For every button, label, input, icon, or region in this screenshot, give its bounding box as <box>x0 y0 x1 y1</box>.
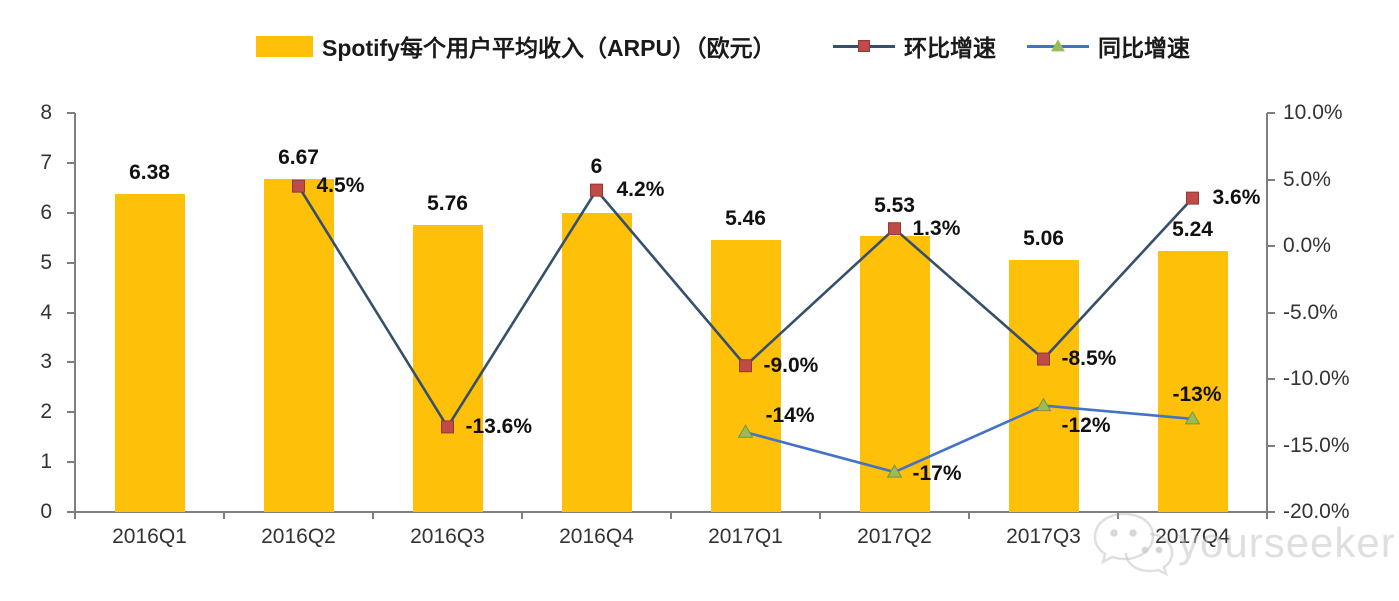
line-point-label: 3.6% <box>1212 186 1261 210</box>
right-axis-tick-label: 10.0% <box>1283 101 1343 124</box>
left-axis-tick <box>67 311 75 314</box>
legend-item-yoy: 同比增速 <box>1027 33 1190 61</box>
left-axis-tick-label: 6 <box>40 200 52 224</box>
bar-2017Q4 <box>1157 250 1228 512</box>
left-axis-tick-label: 0 <box>40 500 52 523</box>
bar-2016Q3 <box>412 224 483 512</box>
right-axis-tick <box>1267 444 1275 447</box>
legend-label-yoy: 同比增速 <box>1098 35 1190 61</box>
left-axis-tick <box>67 411 75 414</box>
bar-swatch-icon <box>256 35 313 57</box>
right-axis-tick <box>1267 378 1275 380</box>
bar-2016Q2 <box>263 179 334 512</box>
yoy-line-swatch-icon <box>1027 39 1089 53</box>
right-axis-tick-label: -10.0% <box>1283 367 1350 390</box>
x-axis-label: 2017Q4 <box>1155 525 1230 548</box>
x-axis-tick <box>223 512 225 519</box>
x-axis-tick <box>968 512 970 519</box>
bar-value-label: 5.06 <box>1023 226 1064 250</box>
bar-2017Q1 <box>710 239 781 512</box>
bar-value-label: 6.67 <box>278 146 319 170</box>
bar-value-label: 5.53 <box>874 193 915 217</box>
x-axis-tick <box>1266 512 1268 519</box>
qoq-line-swatch-icon <box>833 39 895 53</box>
line-point-label: -12% <box>1061 413 1111 437</box>
x-axis-label: 2016Q2 <box>261 525 336 548</box>
left-axis-tick <box>67 461 75 464</box>
x-axis-tick <box>819 512 821 519</box>
line-point-label: -13.6% <box>465 414 533 438</box>
right-axis-tick-label: 0.0% <box>1283 234 1331 257</box>
x-axis-label: 2017Q1 <box>708 525 783 548</box>
right-axis-tick <box>1267 112 1275 114</box>
bar-2016Q1 <box>114 193 185 512</box>
right-axis-tick <box>1267 511 1275 513</box>
left-axis-tick <box>67 511 75 513</box>
line-point-label: -9.0% <box>763 353 819 377</box>
legend-label-qoq: 环比增速 <box>904 35 996 61</box>
line-point-label: -13% <box>1172 382 1222 406</box>
bar-2016Q4 <box>561 212 632 512</box>
bar-value-label: 6.38 <box>129 160 170 184</box>
legend-item-qoq: 环比增速 <box>833 33 996 61</box>
left-axis-tick <box>67 112 75 114</box>
left-axis-tick <box>67 211 75 214</box>
x-axis-label: 2017Q2 <box>857 525 932 548</box>
left-axis-tick-label: 1 <box>40 450 52 474</box>
line-point-label: -14% <box>765 404 815 428</box>
right-axis-tick <box>1267 311 1275 314</box>
left-axis-tick-label: 2 <box>40 400 52 424</box>
line-point-label: -17% <box>912 462 962 486</box>
left-axis-tick <box>67 161 75 164</box>
line-point-label: -8.5% <box>1061 347 1117 371</box>
bar-2017Q3 <box>1008 259 1079 512</box>
left-axis-tick-label: 7 <box>40 150 52 174</box>
right-axis-tick <box>1267 178 1275 181</box>
right-axis-tick <box>1267 245 1275 247</box>
x-axis-tick <box>372 512 374 519</box>
legend-label-arpu: Spotify每个用户平均收入（ARPU）（欧元） <box>322 35 776 61</box>
left-axis-tick-label: 8 <box>40 101 52 124</box>
bar-value-label: 5.76 <box>427 191 468 215</box>
x-axis-tick <box>670 512 672 519</box>
x-axis-tick <box>521 512 523 519</box>
left-axis-tick <box>67 361 75 364</box>
x-axis-label: 2016Q1 <box>112 525 187 548</box>
right-axis-tick-label: 5.0% <box>1283 167 1331 191</box>
left-axis-tick-label: 4 <box>40 300 52 324</box>
bar-value-label: 6 <box>590 155 603 179</box>
right-axis-tick-label: -15.0% <box>1283 433 1350 457</box>
x-axis-label: 2017Q3 <box>1006 525 1081 548</box>
left-axis-tick-label: 5 <box>40 250 52 274</box>
x-axis-tick <box>1117 512 1119 519</box>
legend-item-arpu: Spotify每个用户平均收入（ARPU）（欧元） <box>256 33 776 61</box>
left-axis-tick-label: 3 <box>40 350 52 374</box>
bar-value-label: 5.46 <box>725 206 766 230</box>
line-point-label: 4.2% <box>616 178 665 202</box>
left-axis-line <box>74 113 76 512</box>
x-axis-tick <box>74 512 76 519</box>
right-axis-tick-label: -20.0% <box>1283 500 1350 523</box>
bar-value-label: 5.24 <box>1172 217 1213 241</box>
x-axis-label: 2016Q4 <box>559 525 634 548</box>
x-axis-label: 2016Q3 <box>410 525 485 548</box>
left-axis-tick <box>67 261 75 264</box>
right-axis-tick-label: -5.0% <box>1283 300 1338 324</box>
line-point-label: 1.3% <box>912 216 961 240</box>
line-point-label: 4.5% <box>316 174 365 198</box>
